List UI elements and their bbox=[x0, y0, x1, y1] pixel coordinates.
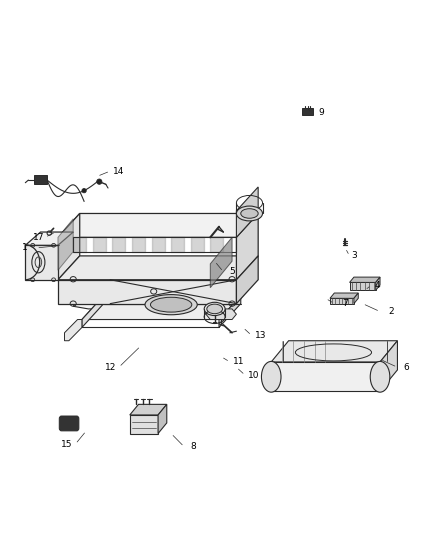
Ellipse shape bbox=[241, 209, 258, 218]
Text: 13: 13 bbox=[254, 331, 266, 340]
Polygon shape bbox=[58, 214, 80, 280]
Polygon shape bbox=[130, 415, 158, 433]
Text: 8: 8 bbox=[190, 442, 196, 451]
Text: 2: 2 bbox=[388, 307, 394, 316]
Text: 9: 9 bbox=[318, 108, 324, 117]
Text: 15: 15 bbox=[61, 440, 72, 449]
Ellipse shape bbox=[237, 206, 262, 221]
Polygon shape bbox=[82, 296, 104, 327]
Polygon shape bbox=[237, 256, 258, 304]
Ellipse shape bbox=[370, 361, 390, 392]
Polygon shape bbox=[376, 277, 380, 290]
Polygon shape bbox=[25, 232, 73, 245]
Text: 11: 11 bbox=[233, 358, 244, 367]
Polygon shape bbox=[350, 277, 380, 282]
Polygon shape bbox=[206, 309, 237, 319]
Polygon shape bbox=[237, 214, 258, 280]
Polygon shape bbox=[302, 109, 313, 115]
Text: 4: 4 bbox=[375, 280, 381, 289]
Text: 10: 10 bbox=[248, 370, 260, 379]
Text: 17: 17 bbox=[33, 233, 44, 242]
Polygon shape bbox=[380, 341, 397, 391]
Polygon shape bbox=[237, 187, 258, 237]
Text: 14: 14 bbox=[113, 166, 124, 175]
Polygon shape bbox=[210, 237, 232, 288]
Ellipse shape bbox=[145, 295, 197, 315]
Polygon shape bbox=[73, 261, 254, 309]
Polygon shape bbox=[330, 298, 354, 304]
Polygon shape bbox=[25, 245, 58, 280]
Ellipse shape bbox=[97, 179, 102, 184]
Ellipse shape bbox=[150, 297, 192, 312]
Polygon shape bbox=[58, 256, 258, 280]
Ellipse shape bbox=[82, 189, 86, 193]
Text: 12: 12 bbox=[105, 363, 116, 372]
Polygon shape bbox=[271, 341, 397, 362]
Polygon shape bbox=[350, 282, 376, 290]
Polygon shape bbox=[130, 405, 167, 415]
Polygon shape bbox=[58, 219, 73, 270]
Text: 1: 1 bbox=[22, 244, 28, 253]
Polygon shape bbox=[219, 296, 241, 327]
Ellipse shape bbox=[204, 302, 225, 316]
Polygon shape bbox=[58, 280, 237, 304]
Ellipse shape bbox=[261, 361, 281, 392]
Polygon shape bbox=[82, 296, 241, 319]
Polygon shape bbox=[58, 214, 258, 237]
FancyBboxPatch shape bbox=[59, 416, 79, 431]
Polygon shape bbox=[330, 293, 358, 298]
Text: 7: 7 bbox=[343, 299, 348, 308]
Polygon shape bbox=[354, 293, 358, 304]
Polygon shape bbox=[64, 319, 82, 341]
Polygon shape bbox=[271, 362, 380, 391]
Text: 6: 6 bbox=[403, 363, 409, 372]
Polygon shape bbox=[34, 175, 47, 184]
Text: 5: 5 bbox=[229, 268, 235, 276]
Ellipse shape bbox=[207, 304, 223, 314]
Text: 3: 3 bbox=[351, 252, 357, 261]
Polygon shape bbox=[158, 405, 167, 433]
